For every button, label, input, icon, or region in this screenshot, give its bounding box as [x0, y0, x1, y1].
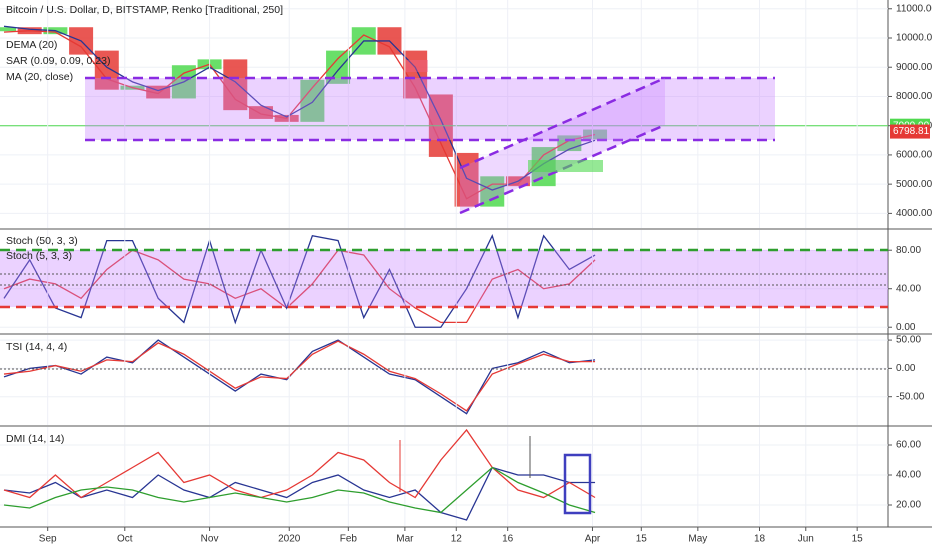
y-tick-label: 0.00: [896, 322, 916, 333]
x-tick-label: Nov: [201, 534, 219, 545]
legend: MA (20, close): [6, 71, 73, 83]
drawings: [0, 60, 888, 515]
y-tick-label: 80.00: [896, 245, 921, 256]
y-tick-label: 8000.00: [896, 91, 932, 102]
series-line: [3, 340, 596, 412]
y-tick-label: 9000.00: [896, 62, 932, 73]
renko-brick: [0, 27, 16, 32]
y-tick-label: 11000.00: [896, 3, 932, 14]
x-tick-label: 18: [754, 534, 766, 545]
legend: DEMA (20): [6, 39, 57, 51]
series-line: [3, 428, 596, 499]
renko-brick: [248, 106, 273, 119]
y-tick-label: 20.00: [896, 500, 921, 511]
x-tick-label: 15: [636, 534, 648, 545]
x-tick-label: 12: [451, 534, 463, 545]
legend: DMI (14, 14): [6, 433, 64, 445]
x-tick-label: Jun: [798, 534, 814, 545]
legends: Bitcoin / U.S. Dollar, D, BITSTAMP, Renk…: [6, 4, 283, 445]
y-tick-label: 50.00: [896, 335, 921, 346]
x-tick-label: Mar: [396, 534, 414, 545]
series-line: [3, 466, 596, 514]
x-tick-label: Feb: [340, 534, 358, 545]
y-tick-label: 0.00: [896, 363, 916, 374]
legend: SAR (0.09, 0.09, 0.23): [6, 55, 110, 67]
x-tick-label: May: [688, 534, 707, 545]
y-tick-label: -50.00: [896, 391, 925, 402]
x-tick-label: 15: [852, 534, 864, 545]
x-tick-label: Oct: [117, 534, 133, 545]
y-tick-label: 10000.00: [896, 33, 932, 44]
series-line: [3, 466, 596, 521]
x-tick-label: 16: [502, 534, 514, 545]
x-tick-label: Apr: [585, 534, 601, 545]
series-line: [3, 25, 596, 191]
renko-brick: [223, 59, 248, 111]
pane-separators: [0, 0, 932, 528]
legend: Stoch (5, 3, 3): [6, 250, 72, 262]
price-label-box: [890, 124, 930, 139]
renko-brick: [94, 50, 119, 90]
y-tick-label: 5000.00: [896, 179, 932, 190]
y-tick-label: 40.00: [896, 470, 921, 481]
x-tick-label: Sep: [39, 534, 57, 545]
price-label: 6798.81: [893, 126, 930, 137]
y-tick-label: 4000.00: [896, 208, 932, 219]
y-tick-label: 6000.00: [896, 150, 932, 161]
legend-title: Bitcoin / U.S. Dollar, D, BITSTAMP, Renk…: [6, 4, 283, 16]
y-tick-label: 60.00: [896, 440, 921, 451]
legend: Stoch (50, 3, 3): [6, 235, 78, 247]
x-tick-label: 2020: [278, 534, 301, 545]
series-line: [3, 30, 596, 200]
y-tick-label: 40.00: [896, 283, 921, 294]
series-line: [3, 249, 596, 324]
legend: TSI (14, 4, 4): [6, 341, 67, 353]
renko-brick: [480, 176, 505, 207]
